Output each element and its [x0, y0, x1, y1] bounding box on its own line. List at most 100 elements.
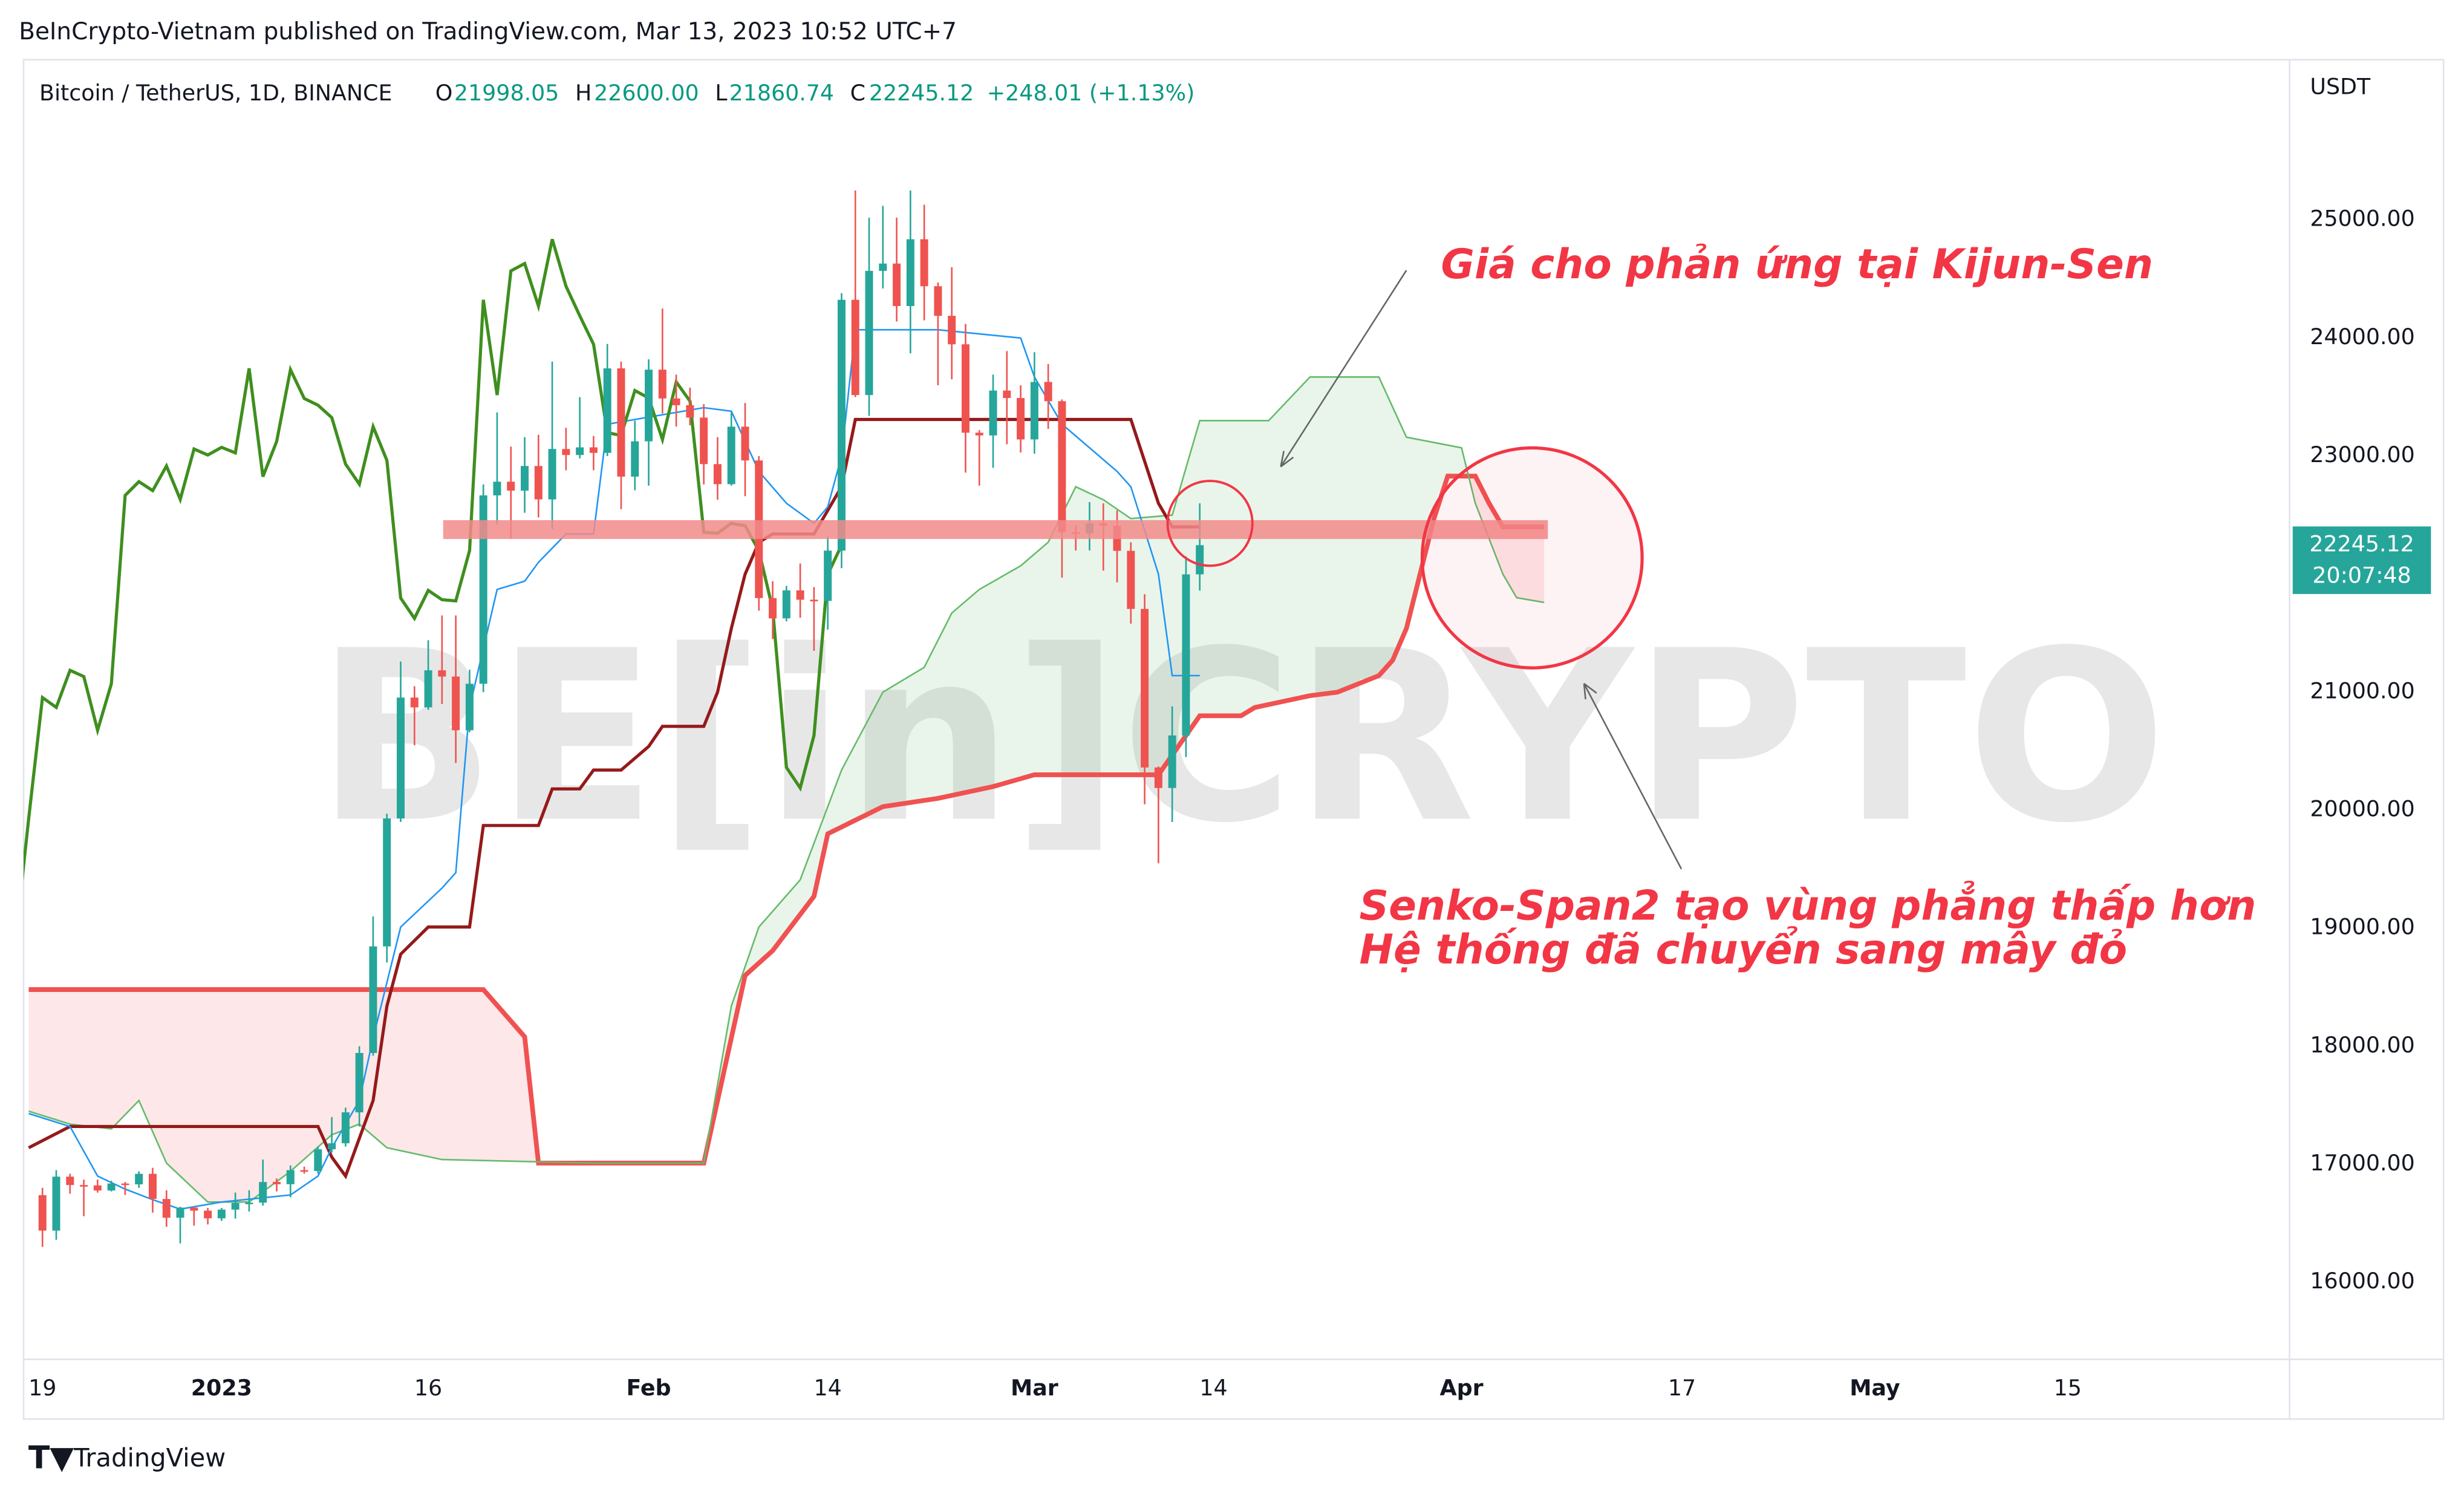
legend-label: O: [435, 80, 453, 106]
y-tick-label: 20000.00: [2310, 795, 2415, 821]
candle-body: [231, 1202, 240, 1210]
candle-body: [135, 1173, 143, 1185]
candle-body: [948, 316, 956, 345]
candle-body: [1003, 390, 1011, 399]
price-tag-value: 22245.12: [2309, 531, 2414, 557]
x-tick-label: 17: [1668, 1375, 1696, 1401]
y-tick-label: 19000.00: [2310, 914, 2415, 940]
candle-body: [1058, 401, 1066, 533]
candle-body: [700, 417, 708, 465]
countdown: 20:07:48: [2312, 563, 2411, 589]
candle-body: [1017, 398, 1025, 440]
candle-body: [355, 1052, 363, 1113]
candle-body: [865, 270, 873, 396]
candle-body: [204, 1210, 212, 1219]
candle-body: [66, 1176, 74, 1186]
candle-body: [534, 466, 543, 500]
x-tick-label: 14: [1199, 1375, 1227, 1401]
y-tick-label: 16000.00: [2310, 1268, 2415, 1294]
candle-body: [1196, 545, 1204, 575]
candle-body: [217, 1209, 226, 1219]
candle-body: [672, 398, 680, 405]
candle-body: [824, 550, 832, 601]
annotation: Hệ thống đã chuyển sang mây đỏ: [1359, 925, 2127, 973]
x-tick-label: Apr: [1439, 1375, 1483, 1401]
candle-body: [190, 1207, 198, 1211]
y-tick-label: 23000.00: [2310, 442, 2415, 468]
y-tick-label: 25000.00: [2310, 206, 2415, 232]
candle-body: [617, 368, 625, 477]
candle-body: [961, 344, 970, 433]
candle-body: [479, 495, 487, 684]
candle-body: [576, 447, 584, 455]
x-tick-label: 2023: [191, 1375, 252, 1401]
candle-body: [879, 263, 887, 271]
y-tick-label: 17000.00: [2310, 1150, 2415, 1176]
candle-body: [245, 1202, 253, 1204]
arrow: [1280, 270, 1407, 468]
candle-body: [893, 263, 901, 306]
candle-body: [727, 426, 735, 484]
candle-body: [121, 1183, 129, 1186]
legend-value: 22245.12: [869, 80, 974, 106]
candle-body: [1030, 382, 1038, 440]
arrow: [1583, 683, 1683, 870]
x-tick-label: Feb: [626, 1375, 671, 1401]
y-tick-label: 24000.00: [2310, 324, 2415, 350]
x-tick-label: May: [1850, 1375, 1900, 1401]
candle-body: [658, 370, 667, 399]
candle-body: [148, 1173, 157, 1199]
footer: TradingView: [73, 1443, 226, 1473]
candle-body: [1127, 550, 1135, 609]
x-tick-label: 19: [28, 1375, 56, 1401]
candle-body: [465, 683, 474, 731]
symbol: Bitcoin / TetherUS, 1D, BINANCE: [39, 80, 392, 106]
candle-body: [162, 1199, 171, 1218]
candle-body: [438, 670, 446, 677]
candle-body: [631, 441, 639, 477]
price-tag: [2292, 526, 2431, 595]
candle-body: [424, 670, 432, 708]
x-tick-label: 15: [2054, 1375, 2082, 1401]
candle-body: [975, 432, 983, 435]
candle-body: [934, 286, 942, 316]
candle-body: [645, 370, 653, 442]
legend-label: C: [850, 80, 865, 106]
ichimoku-line: [28, 376, 1545, 1203]
highlight-circle: [1420, 446, 1644, 670]
candle-body: [341, 1112, 350, 1144]
candle-body: [314, 1149, 322, 1172]
chart-frame: [22, 59, 2445, 1420]
candle-body: [521, 466, 529, 491]
arrow-head: [1583, 683, 1597, 700]
candle-body: [851, 299, 859, 396]
candle-body: [562, 449, 570, 455]
candle-body: [782, 590, 790, 619]
candle-body: [383, 818, 391, 947]
candle-body: [286, 1170, 295, 1184]
candle-body: [396, 697, 405, 819]
legend-value: 21998.05: [454, 80, 559, 106]
tradingview-logo: T▼: [28, 1440, 74, 1476]
candle-body: [589, 447, 598, 453]
candle-body: [810, 599, 818, 602]
annotation: Senko-Span2 tạo vùng phẳng thấp hơn: [1359, 880, 2256, 929]
candle-body: [686, 405, 694, 418]
candle-body: [713, 464, 722, 484]
change: +248.01 (+1.13%): [987, 80, 1195, 106]
arrow-head: [1280, 451, 1294, 468]
candle-body: [1168, 735, 1176, 788]
y-tick-label: 21000.00: [2310, 677, 2415, 703]
x-tick-label: 14: [814, 1375, 842, 1401]
candle-body: [369, 946, 377, 1053]
candle-body: [989, 390, 997, 435]
candle-body: [493, 481, 501, 496]
candle-body: [300, 1170, 308, 1172]
candle-body: [796, 590, 804, 600]
candle-body: [741, 426, 749, 461]
candle-body: [603, 368, 611, 453]
x-tick-label: Mar: [1011, 1375, 1058, 1401]
candle-body: [1044, 382, 1052, 402]
candle-body: [920, 239, 928, 287]
kijun-highlight-band: [443, 520, 1548, 540]
